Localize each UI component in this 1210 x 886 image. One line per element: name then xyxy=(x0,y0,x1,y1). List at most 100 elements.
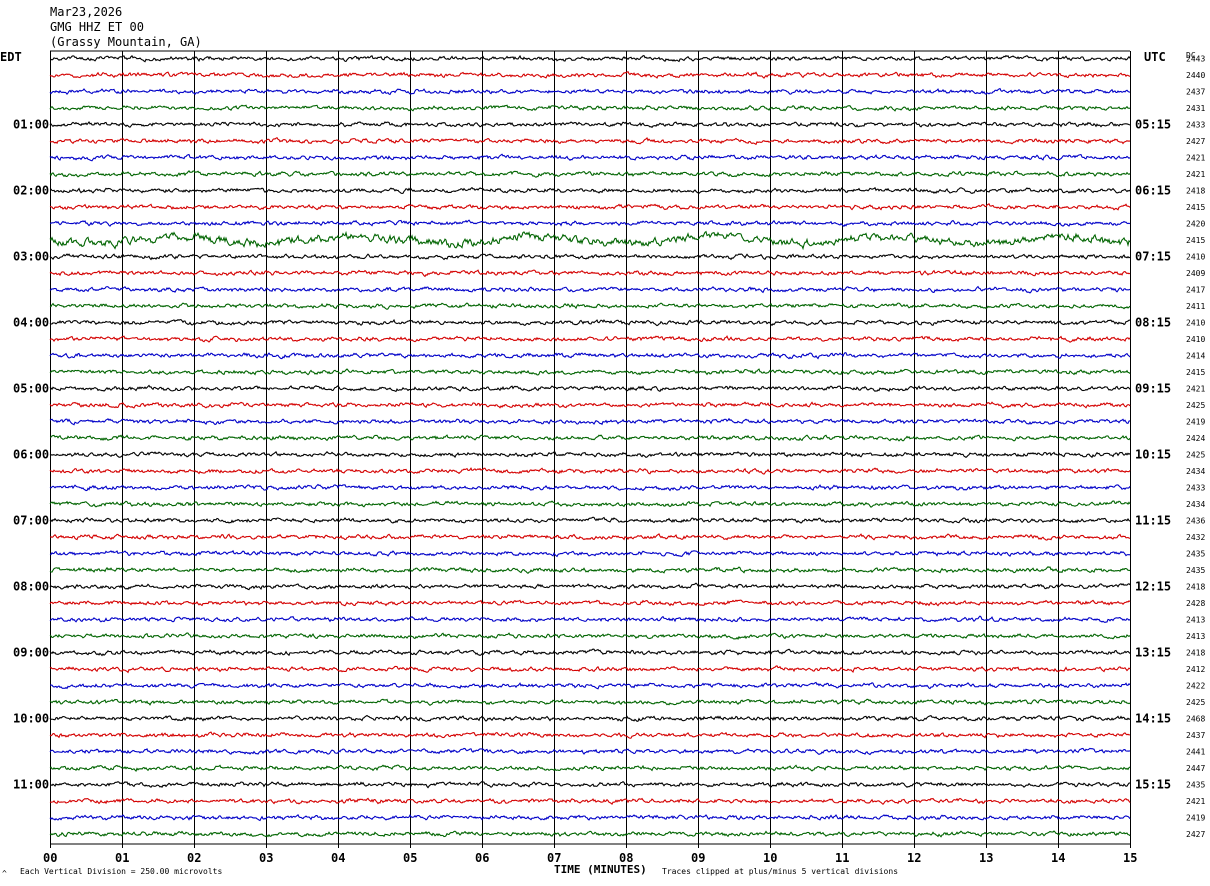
station-label: GMG HHZ ET 00 xyxy=(50,20,144,34)
dc-offset-label: 2434 xyxy=(1186,467,1205,476)
vertical-division-note: Each Vertical Division = 250.00 microvol… xyxy=(20,867,222,876)
left-timezone-label: EDT xyxy=(0,50,22,64)
seismic-trace xyxy=(49,269,1131,278)
left-hour-label: 11:00 xyxy=(13,778,49,792)
seismic-trace xyxy=(49,352,1131,360)
dc-offset-label: 2447 xyxy=(1186,764,1205,773)
trace-group xyxy=(49,54,1131,838)
dc-offset-label: 2412 xyxy=(1186,665,1205,674)
dc-offset-label: 2418 xyxy=(1186,187,1205,196)
seismic-trace xyxy=(49,285,1131,294)
right-hour-label: 14:15 xyxy=(1135,712,1171,726)
dc-offset-label: 2433 xyxy=(1186,484,1205,493)
clip-note: Traces clipped at plus/minus 5 vertical … xyxy=(662,867,898,876)
seismic-trace xyxy=(49,401,1131,409)
seismic-trace xyxy=(49,136,1131,146)
dc-offset-label: 2443 xyxy=(1186,55,1205,64)
seismic-trace xyxy=(49,87,1131,96)
dc-offset-label: 2434 xyxy=(1186,500,1205,509)
x-tick-label: 13 xyxy=(979,851,993,865)
seismic-trace xyxy=(49,186,1131,195)
right-timezone-label: UTC xyxy=(1144,50,1166,64)
x-axis: 00 01 02 03 04 05 06 07 08 09 10 11 12 13 14 15 xyxy=(43,851,1137,865)
dc-offset-label: 2441 xyxy=(1186,748,1205,757)
dc-offset-label: 2417 xyxy=(1186,286,1205,295)
x-tick-label: 04 xyxy=(331,851,345,865)
right-hour-label: 09:15 xyxy=(1135,382,1171,396)
seismic-trace xyxy=(49,665,1131,674)
x-tick-label: 07 xyxy=(547,851,561,865)
dc-offset-label: 2435 xyxy=(1186,550,1205,559)
dc-offset-label: 2410 xyxy=(1186,253,1205,262)
dc-offset-label: 2425 xyxy=(1186,451,1205,460)
seismic-trace xyxy=(49,582,1131,591)
seismic-trace xyxy=(49,549,1131,558)
seismic-trace xyxy=(49,483,1131,492)
dc-offset-label: 2431 xyxy=(1186,104,1205,113)
seismic-trace xyxy=(49,203,1131,211)
x-tick-label: 05 xyxy=(403,851,417,865)
seismic-trace xyxy=(49,434,1131,442)
right-hour-label: 05:15 xyxy=(1135,118,1171,132)
seismic-trace xyxy=(49,533,1131,541)
seismic-trace xyxy=(49,632,1131,640)
x-axis-title: TIME (MINUTES) xyxy=(554,863,647,876)
left-hour-label: 04:00 xyxy=(13,316,49,330)
x-tick-label: 02 xyxy=(187,851,201,865)
dc-offset-label: 2418 xyxy=(1186,649,1205,658)
seismic-trace xyxy=(49,121,1131,129)
seismic-trace xyxy=(49,516,1131,524)
dc-offset-label: 2415 xyxy=(1186,236,1205,245)
seismic-trace xyxy=(49,417,1131,426)
seismic-trace xyxy=(49,384,1131,393)
seismic-trace xyxy=(49,731,1131,739)
dc-offset-label: 2413 xyxy=(1186,632,1205,641)
seismic-trace xyxy=(49,599,1131,607)
seismic-trace xyxy=(49,714,1131,722)
x-tick-label: 15 xyxy=(1123,851,1137,865)
left-hour-label: 09:00 xyxy=(13,646,49,660)
dc-offset-label: 2425 xyxy=(1186,401,1205,410)
dc-offset-label: 2428 xyxy=(1186,599,1205,608)
dc-offset-label: 2415 xyxy=(1186,203,1205,212)
header-block: Mar23,2026 GMG HHZ ET 00 (Grassy Mountai… xyxy=(50,5,202,49)
x-tick-label: 11 xyxy=(835,851,849,865)
dc-offset-label: 2419 xyxy=(1186,814,1205,823)
dc-offset-label: 2421 xyxy=(1186,385,1205,394)
seismic-trace xyxy=(49,104,1131,112)
x-tick-label: 03 xyxy=(259,851,273,865)
x-tick-label: 09 xyxy=(691,851,705,865)
left-hour-label: 10:00 xyxy=(13,712,49,726)
dc-offset-label: 2427 xyxy=(1186,830,1205,839)
dc-offset-label: 2436 xyxy=(1186,517,1205,526)
dc-offset-label: 2414 xyxy=(1186,352,1205,361)
seismic-trace xyxy=(49,170,1131,178)
dc-offset-label: 2409 xyxy=(1186,269,1205,278)
location-label: (Grassy Mountain, GA) xyxy=(50,35,202,49)
dc-offset-label: 2433 xyxy=(1186,121,1205,130)
seismic-trace xyxy=(49,71,1131,79)
date-label: Mar23,2026 xyxy=(50,5,122,19)
dc-offset-label: 2424 xyxy=(1186,434,1205,443)
right-hour-label: 10:15 xyxy=(1135,448,1171,462)
right-hour-label: 13:15 xyxy=(1135,646,1171,660)
left-hour-label: 07:00 xyxy=(13,514,49,528)
seismic-trace xyxy=(49,318,1131,327)
left-hour-label: 02:00 xyxy=(13,184,49,198)
seismic-trace xyxy=(49,681,1131,690)
dc-offset-label: 2421 xyxy=(1186,154,1205,163)
left-hour-label: 05:00 xyxy=(13,382,49,396)
seismic-trace xyxy=(49,648,1131,657)
seismic-trace xyxy=(49,302,1131,310)
left-hour-labels: 01:00 02:00 03:00 04:00 05:00 06:00 07:00 08:00… xyxy=(13,118,49,792)
x-tick-label: 00 xyxy=(43,851,57,865)
dc-offset-label: 2421 xyxy=(1186,797,1205,806)
x-tick-label: 01 xyxy=(115,851,129,865)
dc-offset-label: 2421 xyxy=(1186,170,1205,179)
dc-offset-label: 2419 xyxy=(1186,418,1205,427)
seismic-trace xyxy=(49,335,1131,343)
dc-offset-label: 2435 xyxy=(1186,566,1205,575)
seismic-trace xyxy=(49,797,1131,806)
right-hour-label: 08:15 xyxy=(1135,316,1171,330)
